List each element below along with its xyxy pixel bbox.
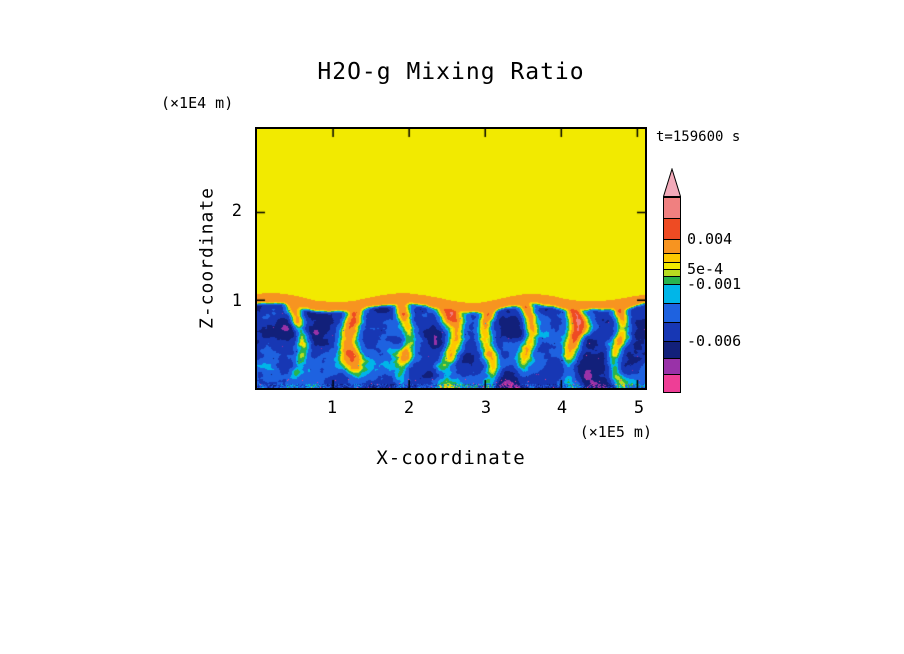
colorbar-segment bbox=[664, 198, 680, 219]
colorbar-segment bbox=[664, 285, 680, 304]
colorbar-segment bbox=[664, 254, 680, 263]
colorbar-segment bbox=[664, 263, 680, 270]
colorbar-arrow-shape bbox=[663, 168, 681, 197]
chart-title: H2O-g Mixing Ratio bbox=[317, 59, 585, 85]
colorbar-segment bbox=[664, 323, 680, 342]
colorbar-label: -0.006 bbox=[687, 332, 742, 350]
heatmap-canvas bbox=[257, 129, 645, 388]
y-tick-label: 2 bbox=[231, 201, 242, 221]
colorbar-segments bbox=[663, 197, 681, 393]
time-label: t=159600 s bbox=[656, 129, 741, 145]
colorbar-segment bbox=[664, 304, 680, 323]
colorbar-segment bbox=[664, 219, 680, 240]
x-axis-units: (×1E5 m) bbox=[579, 423, 652, 441]
x-tick-label: 1 bbox=[326, 398, 338, 418]
y-tick-label: 1 bbox=[231, 291, 242, 311]
colorbar-segment bbox=[664, 342, 680, 359]
x-tick-label: 4 bbox=[556, 398, 568, 418]
x-tick-label: 2 bbox=[403, 398, 415, 418]
colorbar bbox=[663, 168, 681, 393]
colorbar-segment bbox=[664, 375, 680, 392]
colorbar-segment bbox=[664, 270, 680, 277]
colorbar-segment bbox=[664, 277, 680, 285]
colorbar-label: 5e-4 bbox=[687, 260, 724, 278]
x-tick-label: 3 bbox=[480, 398, 492, 418]
colorbar-arrow-icon bbox=[663, 168, 681, 197]
plot-area bbox=[255, 127, 647, 390]
colorbar-segment bbox=[664, 359, 680, 375]
colorbar-label: 0.004 bbox=[687, 230, 733, 248]
colorbar-label: -0.001 bbox=[687, 275, 742, 293]
y-axis-units: (×1E4 m) bbox=[161, 94, 234, 112]
y-axis-label: Z-coordinate bbox=[196, 186, 218, 330]
x-axis-label: X-coordinate bbox=[376, 447, 526, 469]
x-tick-label: 5 bbox=[633, 398, 645, 418]
colorbar-segment bbox=[664, 240, 680, 254]
